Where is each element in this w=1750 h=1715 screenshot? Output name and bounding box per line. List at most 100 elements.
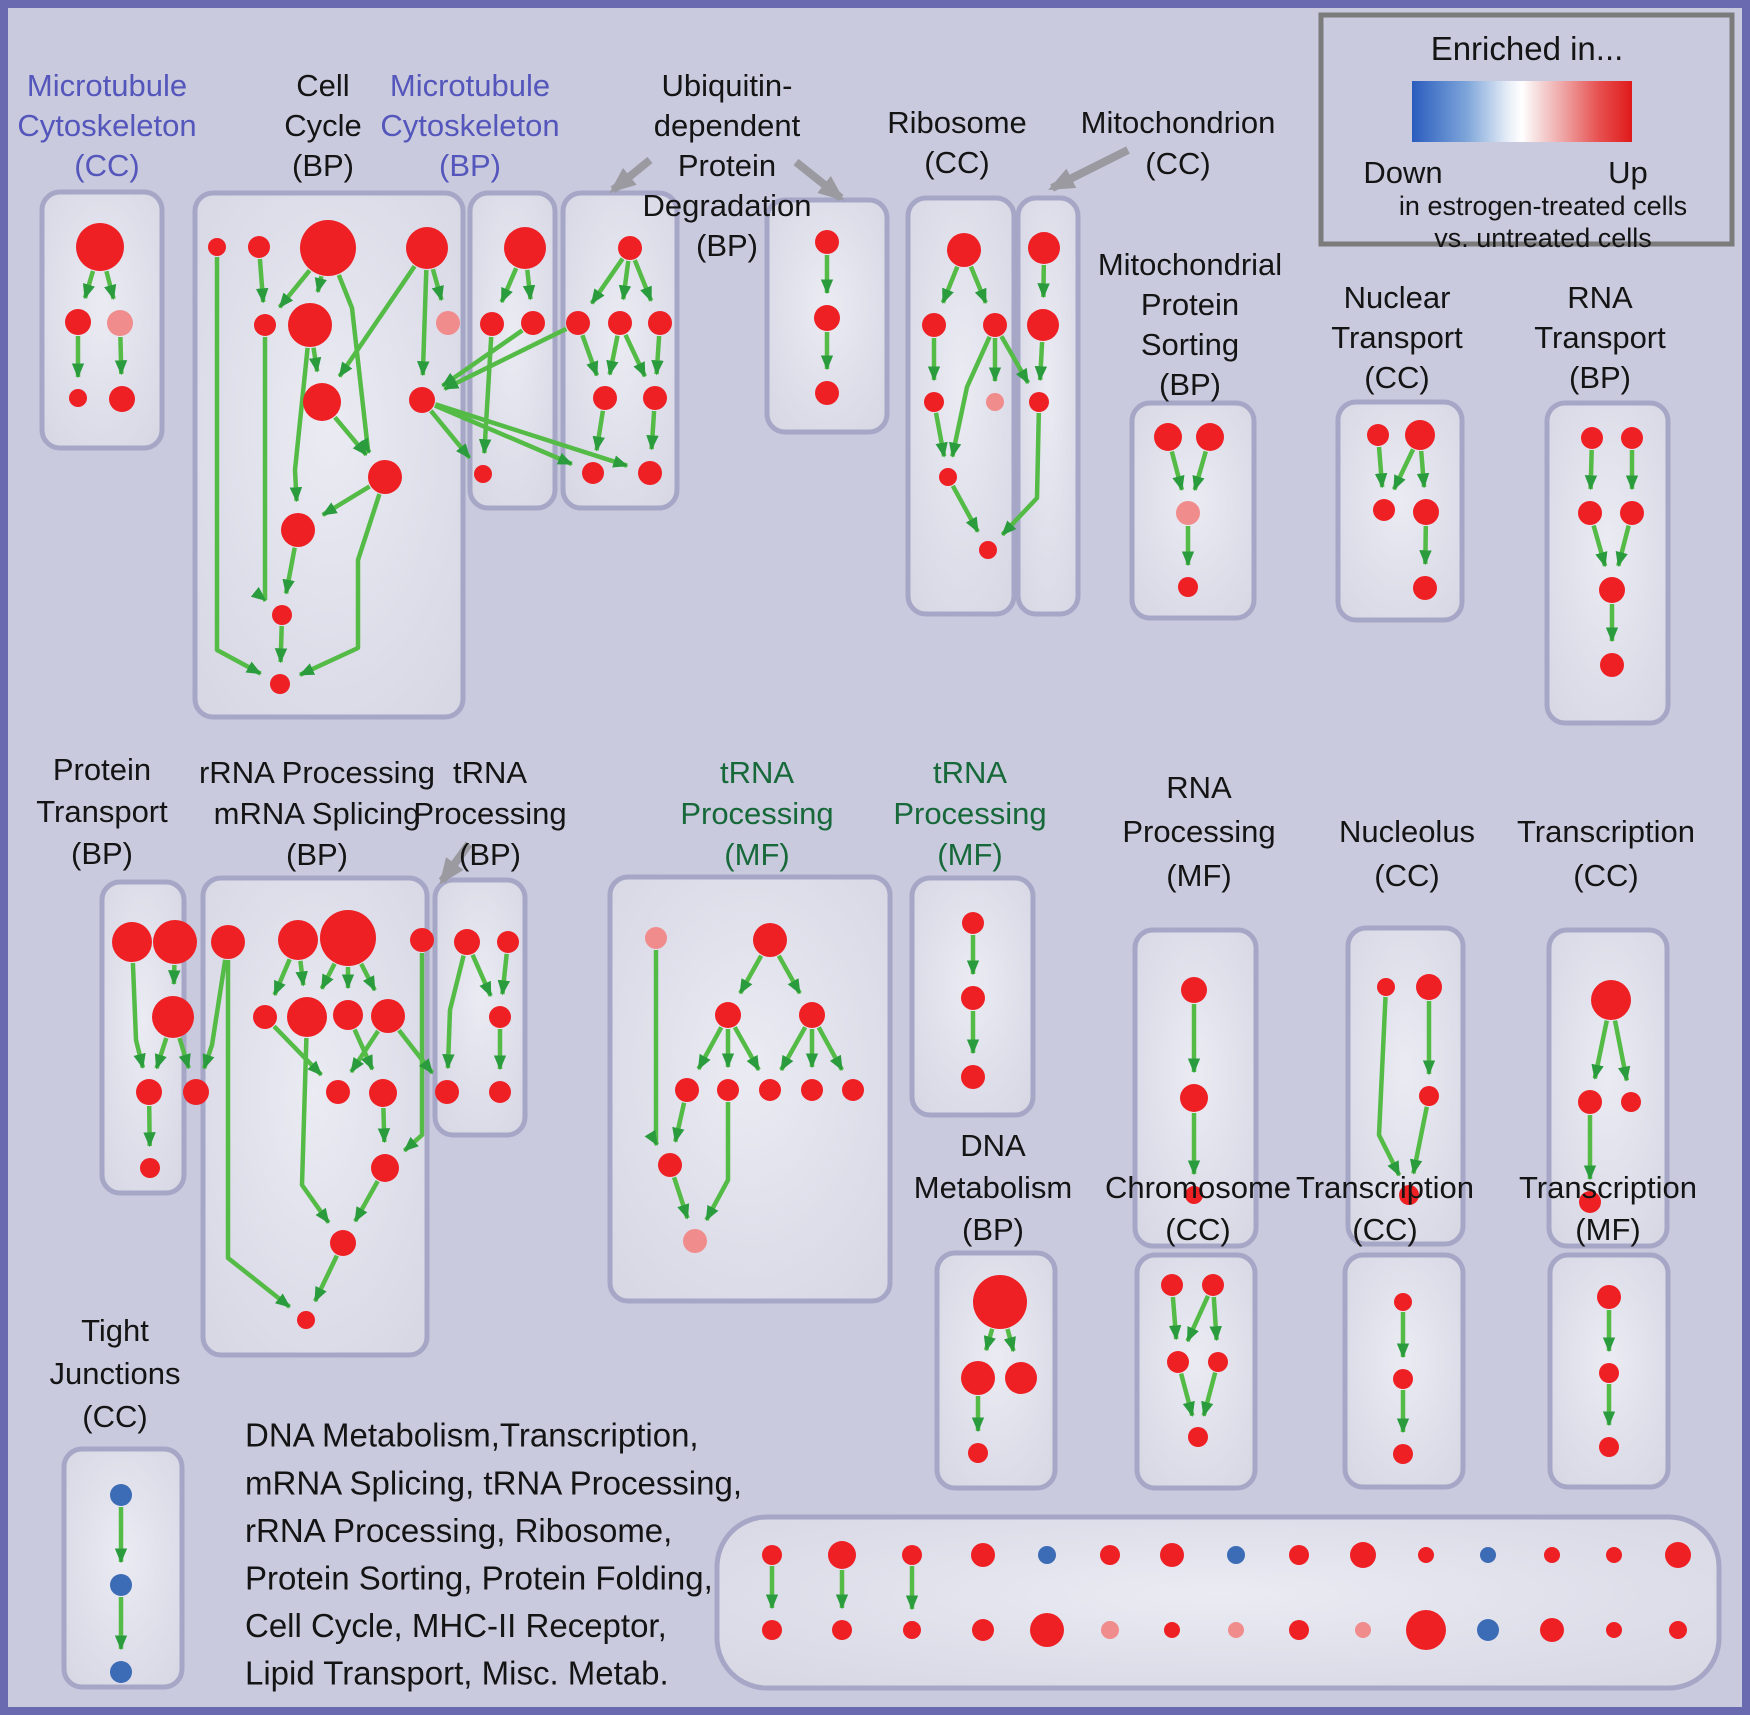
go-term-node xyxy=(759,1079,781,1101)
go-term-node xyxy=(65,309,91,335)
edge-arrow xyxy=(319,962,337,990)
go-term-node xyxy=(814,305,840,331)
legend-gradient-bar xyxy=(1412,81,1632,142)
edge-arrow xyxy=(776,954,802,995)
go-term-node xyxy=(110,1574,132,1596)
edge-arrow xyxy=(983,1328,996,1352)
edge-arrow xyxy=(1615,525,1631,568)
group-label-transcription-cc-bottom: Transcription (CC) xyxy=(1296,1170,1474,1247)
go-term-node xyxy=(1406,1610,1446,1650)
edge-arrow xyxy=(402,953,425,1153)
label-pointer-arrow xyxy=(438,841,473,885)
edge-arrow xyxy=(497,953,511,996)
edge-arrow xyxy=(1178,1373,1195,1417)
edge-arrow xyxy=(154,1037,169,1070)
go-term-node xyxy=(658,1153,682,1177)
go-term-node xyxy=(922,313,946,337)
edge-arrow xyxy=(333,415,369,457)
edge-arrow xyxy=(592,410,606,452)
go-term-node xyxy=(973,1275,1027,1329)
go-term-node xyxy=(972,1619,994,1641)
group-box-tight-junctions-cc xyxy=(61,1446,185,1690)
go-term-node xyxy=(762,1620,782,1640)
go-term-node xyxy=(480,312,504,336)
go-term-node xyxy=(979,541,997,559)
edge-arrow xyxy=(1584,449,1598,491)
edge-arrow xyxy=(349,1029,380,1074)
go-term-node xyxy=(1027,309,1059,341)
go-term-node xyxy=(1367,424,1389,446)
edge-arrow xyxy=(201,959,228,1070)
go-term-node xyxy=(608,311,632,335)
go-term-node xyxy=(1028,232,1060,264)
edge-arrow xyxy=(1419,525,1432,566)
edge-arrow xyxy=(313,1254,339,1303)
misc-categories-text: DNA Metabolism,Transcription, mRNA Splici… xyxy=(245,1417,742,1692)
edge-arrow xyxy=(671,1176,690,1220)
go-term-node xyxy=(1393,1444,1413,1464)
nodes-layer xyxy=(65,220,1691,1683)
edge-arrow xyxy=(443,326,568,391)
go-term-node xyxy=(110,1484,132,1506)
edge-arrow xyxy=(295,960,308,987)
go-term-node xyxy=(1167,1351,1189,1373)
legend-title: Enriched in... xyxy=(1431,30,1624,67)
go-term-node xyxy=(961,1065,985,1089)
edge-arrow xyxy=(696,1026,724,1070)
go-term-node xyxy=(1544,1547,1560,1563)
edge-arrow xyxy=(1201,1372,1218,1417)
edge-arrow xyxy=(282,547,297,595)
go-term-node xyxy=(1480,1547,1496,1563)
edge-arrow xyxy=(606,335,620,376)
go-term-node xyxy=(1227,1546,1245,1564)
go-term-node xyxy=(254,314,276,336)
group-box-transcription-cc-mid xyxy=(1546,927,1670,1249)
edge-arrow xyxy=(968,265,988,304)
go-term-node xyxy=(272,605,292,625)
go-term-node xyxy=(1188,1427,1208,1447)
group-box-ubiquitin-a xyxy=(560,190,680,511)
go-term-node xyxy=(983,313,1007,337)
go-term-node xyxy=(330,1230,356,1256)
go-term-node xyxy=(832,1620,852,1640)
edge-arrow xyxy=(417,269,430,377)
go-term-node xyxy=(1355,1622,1371,1638)
go-term-node xyxy=(1599,1437,1619,1457)
edge-arrow xyxy=(337,264,417,378)
go-term-node xyxy=(799,1002,825,1028)
edge-arrow xyxy=(377,1107,391,1144)
group-label-ribosome-cc: Ribosome (CC) xyxy=(887,105,1027,180)
go-term-node xyxy=(1176,501,1200,525)
go-term-node xyxy=(110,1661,132,1683)
edge-arrow xyxy=(1185,1294,1211,1343)
go-term-node xyxy=(961,1361,995,1395)
legend-note-line1: in estrogen-treated cells xyxy=(1399,191,1687,221)
go-term-node xyxy=(962,912,984,934)
edge-arrow xyxy=(478,336,494,455)
go-term-node xyxy=(1665,1542,1691,1568)
legend: Enriched in... Down Up in estrogen-treat… xyxy=(1318,12,1735,253)
go-term-node xyxy=(1350,1542,1376,1568)
edge-arrow xyxy=(397,1028,435,1075)
go-term-node xyxy=(183,1079,209,1105)
go-term-node xyxy=(715,1002,741,1028)
go-term-node xyxy=(762,1545,782,1565)
legend-up-label: Up xyxy=(1608,155,1648,190)
edge-arrow xyxy=(618,260,632,301)
go-term-node xyxy=(1196,423,1224,451)
go-term-node xyxy=(1621,1092,1641,1112)
go-term-node xyxy=(1606,1622,1622,1638)
go-term-node xyxy=(675,1078,699,1102)
group-label-rrna-processing-mrna-splicing-bp: rRNA Processing mRNA Splicing (BP) xyxy=(199,755,435,872)
go-term-node xyxy=(278,920,318,960)
edge-arrow xyxy=(250,337,268,603)
go-term-node xyxy=(1377,978,1395,996)
go-term-node xyxy=(815,230,839,254)
edge-arrow xyxy=(289,347,310,503)
go-term-node xyxy=(140,1158,160,1178)
go-term-node xyxy=(371,999,405,1033)
group-box-nucleolus-cc xyxy=(1345,925,1466,1247)
go-term-node xyxy=(1160,1543,1184,1567)
go-term-node xyxy=(1373,499,1395,521)
go-term-node xyxy=(1181,977,1207,1003)
